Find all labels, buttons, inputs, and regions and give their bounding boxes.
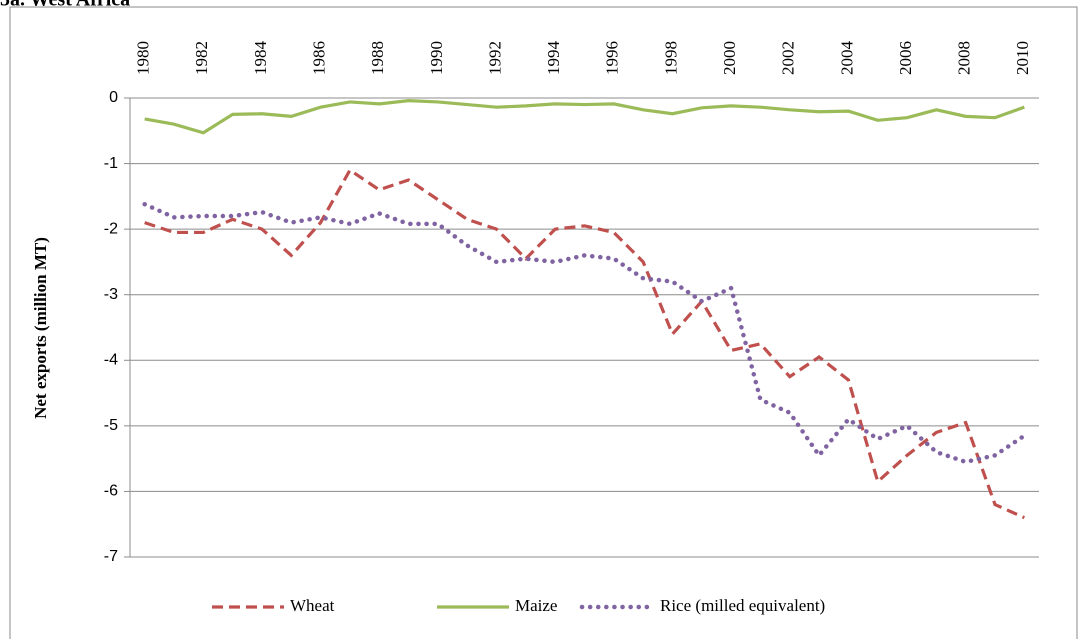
x-tick-label: 2008 [955,41,974,75]
x-tick-label: 1984 [251,41,270,76]
y-tick-label: -1 [104,155,118,172]
line-2 [142,201,1027,465]
x-tick-label: 1986 [310,41,329,75]
chart-frame [9,6,1078,639]
x-tick-label: 2010 [1013,41,1032,75]
y-tick-label: -3 [104,286,118,303]
y-tick-label: -4 [104,352,118,369]
y-tick-label: -6 [104,483,118,500]
line-1 [144,99,1025,135]
x-tick-label: 2006 [896,41,915,75]
legend-label: Wheat [290,596,335,615]
legend-label: Maize [515,596,557,615]
y-tick-label: 0 [109,89,118,106]
x-tick-label: 1982 [192,41,211,75]
legend-label: Rice (milled equivalent) [660,596,825,615]
x-tick-label: 1994 [544,41,563,76]
x-tick-label: 2004 [837,41,856,76]
y-tick-label: -7 [104,548,118,565]
x-tick-label: 2002 [779,41,798,75]
x-tick-label: 1990 [427,41,446,75]
y-tick-label: -2 [104,220,118,237]
x-tick-label: 1988 [368,41,387,75]
y-tick-label: -5 [104,417,118,434]
x-tick-label: 1992 [485,41,504,75]
x-tick-label: 2000 [720,41,739,75]
chart-title: 5a. West Africa [0,0,130,11]
x-tick-label: 1996 [603,41,622,75]
line-0 [144,167,1025,520]
x-tick-label: 1980 [134,41,153,75]
y-axis-label: Net exports (million MT) [31,237,50,419]
x-tick-label: 1998 [661,41,680,75]
